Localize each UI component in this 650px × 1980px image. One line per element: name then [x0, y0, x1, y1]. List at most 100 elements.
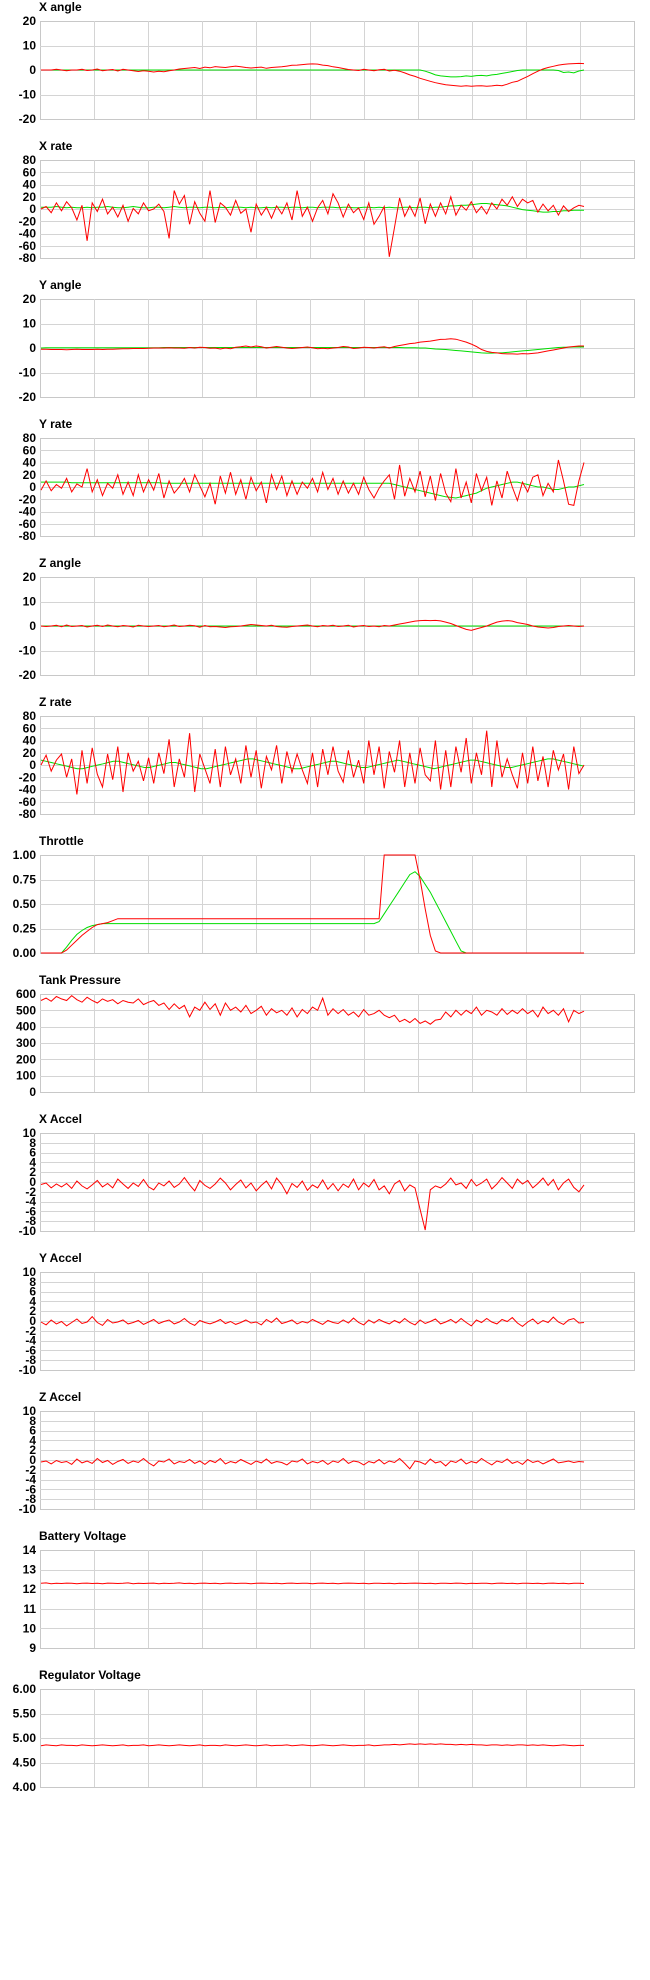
y-tick-label: 80 — [23, 153, 37, 167]
y-tick-label: -40 — [19, 505, 37, 519]
chart-plot-battery-voltage: 14 13 12 11 10 9 — [23, 1543, 635, 1655]
y-tick-label: -2 — [25, 1185, 36, 1199]
chart-plot-z-angle: 20 10 0 -10 -20 — [19, 570, 635, 682]
red-series-line — [40, 459, 585, 507]
y-tick-label: -2 — [25, 1324, 36, 1338]
y-tick-label: -10 — [19, 1363, 37, 1377]
y-tick-label: 0.25 — [13, 922, 37, 936]
y-tick-label: 14 — [23, 1543, 37, 1557]
chart-panel-y-rate: Y rate 80 60 40 20 0 -20 -40 -60 -80 — [0, 417, 650, 557]
y-tick-label: -10 — [19, 1224, 37, 1238]
y-tick-label: 2 — [29, 1443, 36, 1457]
red-series-line — [40, 1315, 585, 1328]
y-tick-label: 8 — [29, 1136, 36, 1150]
chart-panel-z-accel: Z Accel 10 8 6 4 2 0 -2 -4 -6 -8 -10 — [0, 1390, 650, 1530]
y-tick-label: 10 — [23, 1126, 37, 1140]
chart-title: Regulator Voltage — [39, 1668, 141, 1682]
y-tick-label: -4 — [25, 1195, 36, 1209]
y-tick-label: 0 — [29, 619, 36, 633]
y-tick-label: -20 — [19, 112, 37, 126]
y-tick-label: 4.00 — [13, 1780, 37, 1794]
y-tick-label: -2 — [25, 1463, 36, 1477]
chart-title: X rate — [39, 139, 73, 153]
y-tick-label: 0 — [29, 480, 36, 494]
chart-title: Tank Pressure — [39, 973, 121, 987]
y-tick-label: -80 — [19, 807, 37, 821]
y-tick-label: 60 — [23, 443, 37, 457]
y-tick-label: 11 — [23, 1602, 36, 1616]
chart-title: Z Accel — [39, 1390, 82, 1404]
y-tick-label: 5.50 — [13, 1707, 37, 1721]
red-series-line — [40, 1743, 584, 1747]
chart-panel-y-angle: Y angle 20 10 0 -10 -20 — [0, 278, 650, 418]
chart-plot-throttle: 1.00 0.75 0.50 0.25 0.00 — [13, 848, 635, 960]
y-tick-label: 10 — [23, 1621, 37, 1635]
y-tick-label: 60 — [23, 165, 37, 179]
chart-title: Y rate — [39, 417, 73, 431]
chart-title: Battery Voltage — [39, 1529, 127, 1543]
red-series-line — [41, 338, 584, 355]
chart-panel-z-angle: Z angle 20 10 0 -10 -20 — [0, 556, 650, 696]
y-tick-label: 4.50 — [13, 1756, 37, 1770]
y-tick-label: -60 — [19, 517, 37, 531]
red-series-line — [40, 730, 585, 795]
chart-title: Throttle — [39, 834, 84, 848]
y-tick-label: -80 — [19, 251, 37, 265]
chart-title: X angle — [39, 0, 82, 14]
red-series-line — [41, 854, 584, 954]
red-series-line — [40, 190, 585, 257]
y-tick-label: 0 — [29, 1453, 36, 1467]
y-tick-label: 600 — [16, 987, 36, 1001]
y-tick-label: -8 — [25, 1353, 36, 1367]
y-tick-label: 20 — [23, 570, 37, 584]
y-tick-label: 4 — [29, 1433, 36, 1447]
y-tick-label: -10 — [19, 366, 37, 380]
y-tick-label: 6 — [29, 1146, 36, 1160]
y-tick-label: 10 — [23, 39, 37, 53]
y-tick-label: 80 — [23, 709, 37, 723]
chart-panel-regulator-voltage: Regulator Voltage 6.00 5.50 5.00 4.50 4.00 — [0, 1668, 650, 1808]
chart-panel-tank-pressure: Tank Pressure 600 500 400 300 200 100 0 — [0, 973, 650, 1113]
y-tick-label: -20 — [19, 390, 37, 404]
y-tick-label: 10 — [23, 1404, 37, 1418]
y-tick-label: 8 — [29, 1275, 36, 1289]
y-tick-label: 40 — [23, 734, 37, 748]
chart-plot-regulator-voltage: 6.00 5.50 5.00 4.50 4.00 — [13, 1682, 635, 1794]
chart-plot-y-angle: 20 10 0 -10 -20 — [19, 292, 635, 404]
y-tick-label: -20 — [19, 770, 37, 784]
y-tick-label: 40 — [23, 178, 37, 192]
red-series-line — [40, 1582, 585, 1585]
y-tick-label: 100 — [16, 1069, 36, 1083]
y-tick-label: -20 — [19, 214, 37, 228]
y-tick-label: 20 — [23, 468, 37, 482]
y-tick-label: 0 — [29, 1314, 36, 1328]
chart-title: Z rate — [39, 695, 72, 709]
y-tick-label: 20 — [23, 292, 37, 306]
red-series-line — [40, 1176, 585, 1231]
y-tick-label: 2 — [29, 1304, 36, 1318]
green-series-line — [41, 481, 585, 499]
y-tick-label: 20 — [23, 746, 37, 760]
y-tick-label: -80 — [19, 529, 37, 543]
y-tick-label: 6 — [29, 1285, 36, 1299]
y-tick-label: 1.00 — [13, 848, 37, 862]
y-tick-label: 500 — [16, 1003, 36, 1017]
chart-panel-x-angle: X angle 20 10 0 -10 -20 — [0, 0, 650, 140]
y-tick-label: -20 — [19, 492, 37, 506]
y-tick-label: 2 — [29, 1165, 36, 1179]
y-tick-label: -8 — [25, 1214, 36, 1228]
chart-title: Y Accel — [39, 1251, 82, 1265]
y-tick-label: 13 — [23, 1563, 37, 1577]
red-series-line — [40, 619, 585, 631]
y-tick-label: 10 — [23, 317, 37, 331]
y-tick-label: -6 — [25, 1343, 36, 1357]
y-tick-label: 0 — [29, 202, 36, 216]
y-tick-label: -10 — [19, 88, 37, 102]
y-tick-label: 0.50 — [13, 897, 37, 911]
chart-title: Y angle — [39, 278, 82, 292]
chart-plot-tank-pressure: 600 500 400 300 200 100 0 — [16, 987, 635, 1099]
y-tick-label: -10 — [19, 1502, 37, 1516]
